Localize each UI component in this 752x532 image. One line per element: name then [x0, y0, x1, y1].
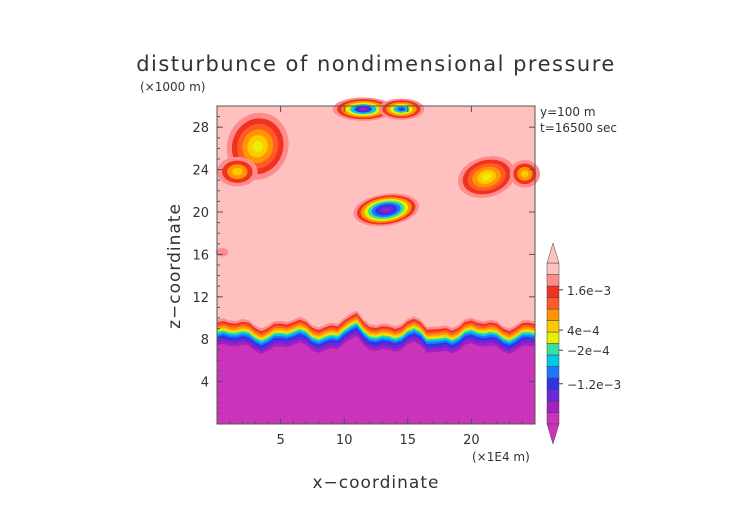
colorbar-label-1: 4e−4 — [567, 324, 600, 338]
colorbar-top-arrow — [546, 242, 560, 264]
colorbar-segment-7 — [546, 331, 560, 344]
colorbar-label-3: −1.2e−3 — [567, 378, 621, 392]
colorbar-segment-6 — [546, 343, 560, 356]
chart-title: disturbunce of nondimensional pressure — [136, 52, 616, 76]
colorbar-segment-5 — [546, 354, 560, 367]
y-tick-label-3: 16 — [192, 248, 209, 263]
colorbar: 1.6e−3 4e−4 −2e−4 −1.2e−3 — [546, 242, 621, 445]
top-feature-right-level-5 — [397, 107, 406, 111]
x-tick-label-2: 15 — [400, 433, 417, 448]
y-tick-label-4: 20 — [192, 206, 209, 221]
colorbar-segment-4 — [546, 366, 560, 379]
colorbar-segment-11 — [546, 285, 560, 298]
x-unit-label: (×1E4 m) — [472, 450, 530, 464]
colorbar-segment-2 — [546, 389, 560, 402]
annotation-position: y=100 m — [540, 105, 596, 119]
y-tick-label-5: 24 — [192, 164, 209, 179]
warm-patch-right — [457, 156, 516, 198]
top-feature-left-level-6 — [358, 107, 368, 111]
colorbar-segment-1 — [546, 400, 560, 413]
warm-patch-right-level-5 — [481, 173, 492, 181]
colorbar-segment-9 — [546, 308, 560, 321]
plot-area — [215, 97, 541, 424]
colorbar-segment-12 — [546, 274, 560, 287]
y-axis-label: z−coordinate — [165, 203, 185, 329]
warm-patch-right-edge-level-3 — [521, 170, 529, 178]
colorbar-label-2: −2e−4 — [567, 344, 610, 358]
y-tick-label-2: 12 — [192, 291, 209, 306]
axes: 5 10 15 20 4 8 12 16 20 24 28 — [192, 105, 536, 448]
core-region — [353, 193, 420, 227]
colorbar-segment-0 — [546, 412, 560, 425]
y-tick-label-0: 4 — [201, 376, 209, 391]
x-tick-label-1: 10 — [336, 433, 353, 448]
contour-band-12 — [217, 336, 535, 424]
top-feature-left — [332, 97, 394, 121]
y-tick-label-1: 8 — [201, 333, 209, 348]
colorbar-label-0: 1.6e−3 — [567, 284, 611, 298]
warm-patch-left — [226, 112, 289, 180]
x-axis-label: x−coordinate — [313, 473, 440, 493]
warm-patch-left-low-level-3 — [232, 168, 243, 176]
top-feature-right — [378, 98, 425, 120]
colorbar-segment-8 — [546, 320, 560, 333]
warm-patch-right-edge — [509, 160, 541, 188]
colorbar-bottom-arrow — [546, 423, 560, 445]
colorbar-segment-3 — [546, 377, 560, 390]
core-region-level-8 — [382, 208, 390, 212]
x-tick-label-3: 20 — [463, 433, 480, 448]
small-patch — [215, 248, 229, 257]
y-tick-label-6: 28 — [192, 121, 209, 136]
warm-patch-left-low — [217, 156, 258, 187]
colorbar-segment-10 — [546, 297, 560, 310]
small-patch-level-0 — [215, 248, 229, 257]
warm-patch-left-level-5 — [252, 140, 263, 152]
annotation-time: t=16500 sec — [540, 121, 617, 135]
y-unit-label: (×1000 m) — [140, 80, 205, 94]
colorbar-segment-13 — [546, 262, 560, 275]
x-tick-label-0: 5 — [276, 433, 284, 448]
